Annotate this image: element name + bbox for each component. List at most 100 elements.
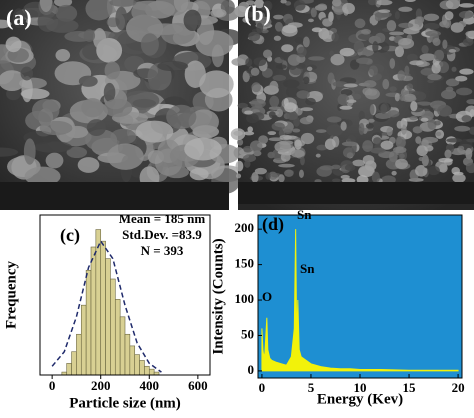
grain xyxy=(242,154,257,163)
grain xyxy=(386,20,397,32)
bar xyxy=(129,345,136,376)
annotation: N = 393 xyxy=(141,243,184,258)
grain xyxy=(247,126,253,133)
grain xyxy=(316,166,332,177)
grain xyxy=(454,125,471,132)
grain xyxy=(279,134,292,141)
grain xyxy=(361,28,371,35)
grain xyxy=(421,154,429,167)
grain xyxy=(132,98,157,108)
grain xyxy=(249,140,263,153)
grain xyxy=(374,32,386,44)
x-axis-label: Energy (Kev) xyxy=(317,391,403,407)
grain xyxy=(422,136,439,144)
grain xyxy=(267,131,277,136)
x-tick-label: 600 xyxy=(188,378,208,393)
grain xyxy=(418,157,424,162)
grain xyxy=(269,95,280,108)
grain xyxy=(398,6,413,12)
grain xyxy=(451,66,457,72)
grain xyxy=(435,131,442,137)
grain xyxy=(5,36,22,53)
grain xyxy=(135,120,174,143)
peak-label: Sn xyxy=(297,207,312,222)
grain xyxy=(248,31,261,42)
grain xyxy=(452,173,466,183)
grain xyxy=(235,173,242,179)
grain xyxy=(440,89,457,100)
grain xyxy=(382,75,390,81)
grain xyxy=(333,4,345,15)
grain xyxy=(24,166,61,187)
grain xyxy=(394,46,405,58)
grain xyxy=(269,80,279,93)
x-tick-label: 15 xyxy=(403,380,417,395)
grain xyxy=(332,178,341,183)
y-tick-label: 150 xyxy=(235,256,255,271)
grain xyxy=(33,141,72,153)
y-tick-label: 100 xyxy=(235,291,255,306)
grain xyxy=(317,3,327,10)
grain xyxy=(412,126,423,134)
grain xyxy=(394,93,400,102)
grain xyxy=(302,36,310,48)
x-tick-label: 5 xyxy=(308,380,315,395)
sem-info-bar xyxy=(0,182,229,210)
grain xyxy=(282,24,298,34)
y-axis-label: Frequency xyxy=(3,260,19,329)
grain xyxy=(294,139,302,150)
bar xyxy=(105,258,111,376)
grain xyxy=(423,13,440,22)
grain xyxy=(417,145,425,154)
fit-curve xyxy=(51,239,162,373)
grain xyxy=(244,110,253,115)
bar xyxy=(148,368,155,376)
grain xyxy=(342,147,356,158)
grain xyxy=(396,120,404,129)
bar xyxy=(114,299,121,376)
grain xyxy=(372,41,379,53)
grain xyxy=(109,0,137,7)
grain xyxy=(183,9,202,32)
grain xyxy=(280,0,287,4)
grain xyxy=(303,76,310,85)
panel-label: (a) xyxy=(6,5,32,30)
grain xyxy=(394,11,400,20)
sem-info-bar xyxy=(238,182,474,204)
grain xyxy=(332,0,342,7)
grain xyxy=(0,70,26,92)
grain xyxy=(420,117,429,122)
grain xyxy=(458,145,465,151)
grain xyxy=(296,46,307,58)
grain xyxy=(131,3,153,22)
x-tick-label: 400 xyxy=(140,378,160,393)
y-tick-label: 200 xyxy=(235,220,255,235)
grain xyxy=(0,19,12,29)
grain xyxy=(308,56,325,61)
x-tick-label: 0 xyxy=(49,378,56,393)
x-tick-label: 20 xyxy=(452,380,465,395)
bar xyxy=(134,354,140,376)
grain xyxy=(373,137,382,145)
grain xyxy=(173,0,189,12)
grain xyxy=(235,160,244,172)
grain xyxy=(461,115,472,123)
grain xyxy=(358,122,365,135)
grain xyxy=(316,144,328,151)
grain xyxy=(427,165,440,176)
grain xyxy=(375,0,393,6)
grain xyxy=(256,22,264,34)
grain xyxy=(283,98,289,107)
panel-label: (c) xyxy=(60,225,80,246)
grain xyxy=(278,163,295,168)
grain xyxy=(465,30,474,38)
grain xyxy=(406,83,414,91)
grain xyxy=(381,12,392,18)
grain xyxy=(271,122,285,131)
grain xyxy=(251,172,259,183)
grain xyxy=(262,49,273,59)
grain xyxy=(459,68,474,75)
grain xyxy=(367,0,377,6)
grain xyxy=(342,2,355,15)
grain xyxy=(92,28,107,49)
